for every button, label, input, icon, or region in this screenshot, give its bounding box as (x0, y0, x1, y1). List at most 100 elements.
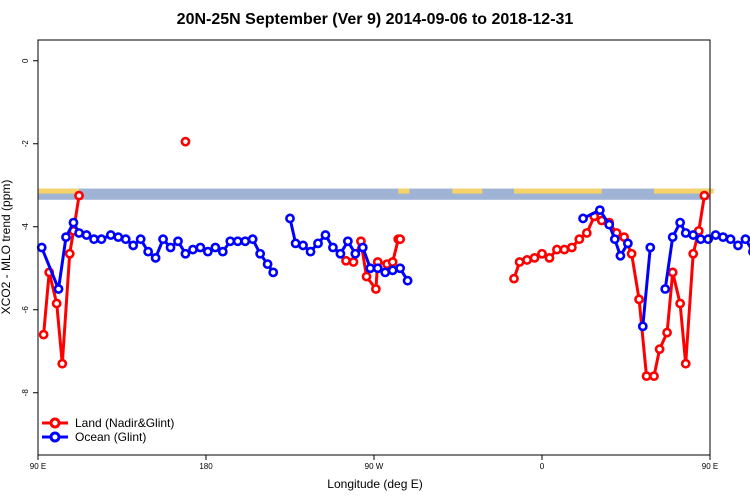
x-tick-label: 90 E (702, 462, 718, 471)
data-point (688, 230, 699, 240)
data-point (113, 232, 124, 243)
map-land (38, 188, 80, 194)
map-strip (38, 188, 714, 200)
data-point (53, 284, 64, 294)
data-point (128, 240, 139, 251)
data-point (341, 255, 351, 266)
data-point (350, 248, 361, 259)
legend-land-marker (49, 417, 61, 429)
data-point (660, 284, 671, 294)
data-point (348, 257, 359, 267)
data-point (725, 234, 736, 245)
data-point (718, 232, 728, 243)
data-point (320, 230, 331, 240)
y-tick-label: -8 (21, 389, 30, 397)
series-line (641, 247, 652, 327)
data-point (566, 242, 577, 253)
data-point (180, 248, 191, 259)
data-point (357, 242, 368, 253)
data-point (387, 257, 398, 267)
data-point (165, 242, 176, 253)
legend-ocean-label: Ocean (Glint) (75, 430, 146, 444)
data-point (81, 230, 92, 240)
data-point (305, 246, 316, 257)
data-point (703, 234, 714, 245)
data-point (740, 234, 750, 245)
data-point (96, 234, 107, 245)
data-point (578, 213, 588, 224)
x-tick-label: 0 (540, 462, 545, 471)
data-point (68, 217, 79, 228)
data-point (544, 252, 555, 263)
data-point (328, 242, 338, 253)
data-point (395, 234, 406, 245)
data-point (335, 248, 346, 259)
data-point (514, 257, 525, 267)
legend-land-label: Land (Nadir&Glint) (75, 416, 174, 430)
data-point (680, 228, 691, 238)
data-point (143, 246, 154, 257)
data-point (667, 232, 678, 243)
chart-title: 20N-25N September (Ver 9) 2014-09-06 to … (177, 11, 574, 28)
data-point (402, 275, 413, 286)
data-point (188, 244, 198, 255)
data-point (370, 284, 381, 294)
data-point (150, 252, 161, 263)
data-point (313, 238, 323, 249)
data-point (509, 273, 519, 284)
map-land (452, 188, 483, 194)
data-point (622, 238, 633, 249)
data-point (688, 248, 699, 259)
data-point (173, 236, 183, 247)
axes: 90 E 180 90 W 0 90 E 0 -2 -4 -6 -8 (21, 58, 718, 471)
x-tick-label: 180 (199, 462, 213, 471)
series-layer (36, 136, 750, 382)
x-axis-label: Longitude (deg E) (327, 477, 422, 491)
y-tick-label: -4 (21, 223, 30, 231)
data-point (240, 236, 251, 247)
data-point (290, 238, 301, 249)
data-point (298, 240, 308, 251)
data-point (158, 234, 168, 245)
data-point (641, 371, 652, 382)
data-point (395, 263, 406, 274)
data-point (247, 234, 258, 245)
data-point (594, 205, 605, 216)
y-axis-label: XCO2 - MLO trend (ppm) (0, 180, 13, 315)
legend-ocean-marker (49, 431, 61, 443)
data-point (120, 234, 131, 245)
x-tick-label: 90 W (365, 462, 384, 471)
data-point (695, 234, 706, 245)
data-point (574, 234, 585, 245)
data-point (699, 190, 710, 201)
data-point (662, 327, 672, 338)
map-land (514, 188, 602, 194)
data-point (522, 255, 532, 265)
data-point (180, 136, 191, 147)
data-point (645, 242, 656, 253)
data-point (105, 230, 116, 240)
data-point (654, 344, 665, 355)
data-point (285, 213, 295, 224)
data-point (604, 219, 615, 230)
data-point (552, 244, 562, 255)
x-tick-label: 90 E (30, 462, 46, 471)
data-point (365, 263, 376, 274)
plot-frame (37, 39, 711, 456)
data-point (361, 271, 372, 282)
series-1 (36, 205, 750, 332)
data-point (680, 358, 691, 369)
data-point (372, 263, 383, 274)
data-point (38, 329, 49, 340)
data-point (51, 298, 62, 309)
data-point (232, 236, 243, 247)
map-ocean (38, 188, 710, 200)
data-point (195, 242, 206, 253)
data-point (559, 244, 570, 255)
data-point (387, 265, 398, 276)
data-point (202, 246, 213, 257)
data-point (74, 228, 84, 238)
data-point (733, 240, 743, 251)
map-land (654, 188, 714, 194)
